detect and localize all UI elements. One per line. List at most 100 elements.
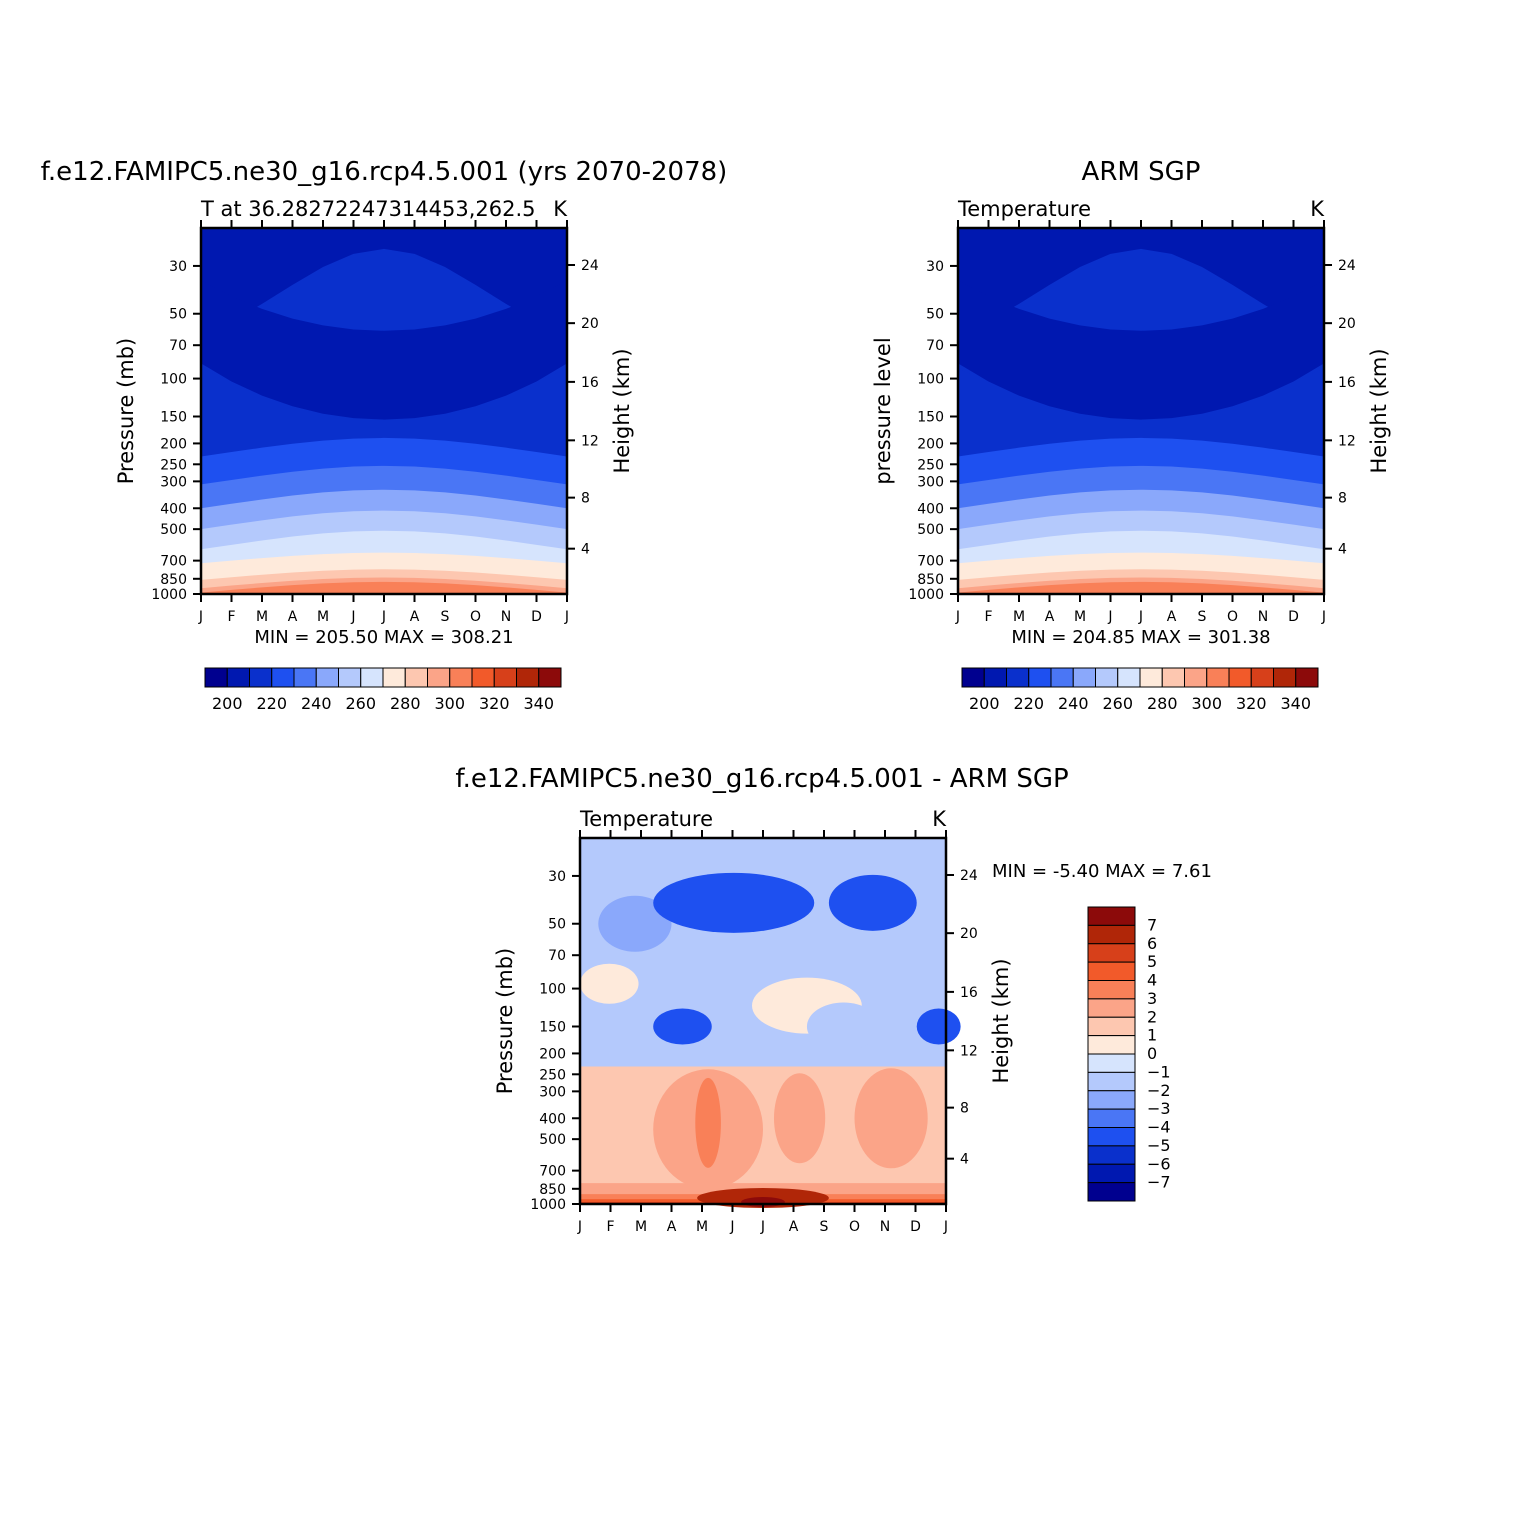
x-tick-label: A	[789, 1219, 799, 1235]
contour-patch	[598, 895, 672, 952]
colorbar-label: 320	[1236, 694, 1267, 713]
x-tick-label: M	[317, 609, 329, 625]
colorbar-label: −3	[1147, 1099, 1171, 1118]
colorbar-label: 200	[969, 694, 1000, 713]
panel-title: f.e12.FAMIPC5.ne30_g16.rcp4.5.001 - ARM …	[455, 764, 1068, 794]
contour-patch	[653, 1008, 712, 1045]
x-tick-label: J	[564, 609, 569, 625]
colorbar-swatch	[516, 667, 540, 688]
contour-patch	[916, 1008, 961, 1045]
y-tick-label: 250	[917, 457, 944, 473]
y-tick-right-label: 20	[581, 316, 599, 332]
y-tick-label: 50	[926, 307, 944, 323]
contour-band	[201, 280, 567, 420]
colorbar-swatch	[226, 667, 250, 688]
y-tick-right-label: 4	[581, 542, 590, 558]
stats-text: MIN = 205.50 MAX = 308.21	[254, 627, 513, 648]
y-tick-right-label: 8	[581, 491, 590, 507]
x-tick-label: J	[760, 1219, 765, 1235]
panel-2: f.e12.FAMIPC5.ne30_g16.rcp4.5.001 - ARM …	[455, 764, 1068, 1235]
y-tick-right-label: 20	[1338, 316, 1356, 332]
y-tick-label: 100	[539, 982, 566, 998]
x-tick-label: M	[696, 1219, 708, 1235]
colorbar-label: 320	[479, 694, 510, 713]
colorbar-label: 7	[1147, 915, 1157, 934]
x-tick-label: F	[984, 609, 992, 625]
panel-1: ARM SGP Temperature K J F M A M J J A S O N D J 30 50 70 10…	[871, 157, 1391, 625]
colorbar-swatch	[382, 667, 406, 688]
y-tick-label: 100	[917, 372, 944, 388]
colorbar-label: −7	[1147, 1173, 1171, 1192]
y-tick-label: 500	[539, 1132, 566, 1148]
y-tick-label: 70	[548, 948, 566, 964]
colorbar-label: 300	[1191, 694, 1222, 713]
colorbar-label: −5	[1147, 1136, 1171, 1155]
colorbar-swatch	[1087, 1071, 1136, 1092]
y-axis-title: Pressure (mb)	[114, 338, 138, 485]
colorbar-swatch	[1087, 1163, 1136, 1184]
y-axis-title: pressure level	[871, 337, 895, 484]
colorbar-swatch	[1139, 667, 1163, 688]
colorbar-swatch	[271, 667, 295, 688]
x-tick-label: D	[910, 1219, 921, 1235]
stats-text: MIN = 204.85 MAX = 301.38	[1011, 627, 1270, 648]
contour-band	[201, 228, 567, 339]
contour-band	[958, 581, 1324, 594]
colorbar-label: 280	[390, 694, 421, 713]
colorbar-swatch	[1295, 667, 1319, 688]
x-tick-label: A	[667, 1219, 677, 1235]
colorbar-swatch	[338, 667, 362, 688]
colorbar-label: 6	[1147, 934, 1157, 953]
colorbar-label: 1	[1147, 1026, 1157, 1045]
colorbar-label: 340	[523, 694, 554, 713]
colorbar-label: 260	[345, 694, 376, 713]
y-tick-label: 500	[160, 522, 187, 538]
colorbar-label: 340	[1280, 694, 1311, 713]
contour-band	[958, 280, 1324, 420]
contour-patch	[773, 1073, 826, 1164]
x-tick-label: J	[1321, 609, 1326, 625]
x-tick-label: J	[577, 1219, 582, 1235]
x-tick-label: N	[1258, 609, 1268, 625]
colorbar-swatch	[293, 667, 317, 688]
y-tick-label: 850	[539, 1182, 566, 1198]
y-tick-label: 400	[160, 501, 187, 517]
colorbar-swatch	[1087, 961, 1136, 981]
x-tick-label: A	[1045, 609, 1055, 625]
colorbar-swatch	[1087, 943, 1136, 963]
x-tick-label: M	[635, 1219, 647, 1235]
y-tick-label: 30	[169, 259, 187, 275]
colorbar-label: 0	[1147, 1044, 1157, 1063]
colorbar-swatch	[449, 667, 473, 688]
contour-patch	[580, 963, 639, 1004]
x-tick-label: M	[1074, 609, 1086, 625]
contour-patch	[653, 872, 815, 933]
y-tick-label: 150	[917, 410, 944, 426]
y-axis-right-title: Height (km)	[1367, 348, 1391, 473]
colorbar-swatch	[1087, 1127, 1136, 1147]
colorbar-swatch	[1228, 667, 1252, 688]
y-tick-label: 200	[539, 1046, 566, 1062]
colorbar-swatch	[1087, 1090, 1136, 1110]
x-tick-label: J	[381, 609, 386, 625]
y-tick-right-label: 20	[960, 926, 978, 942]
colorbar-label: 240	[1058, 694, 1089, 713]
y-tick-right-label: 4	[1338, 542, 1347, 558]
y-tick-label: 300	[539, 1084, 566, 1100]
y-tick-label: 850	[160, 572, 187, 588]
colorbar-label: 260	[1102, 694, 1133, 713]
colorbar-swatch	[427, 667, 451, 688]
y-tick-label: 50	[169, 307, 187, 323]
y-tick-label: 300	[917, 474, 944, 490]
y-tick-label: 400	[917, 501, 944, 517]
x-tick-label: O	[1227, 609, 1238, 625]
colorbar-label: 280	[1147, 694, 1178, 713]
panel-title: f.e12.FAMIPC5.ne30_g16.rcp4.5.001 (yrs 2…	[41, 157, 728, 187]
y-tick-label: 30	[926, 259, 944, 275]
colorbar-swatch	[1087, 1108, 1136, 1128]
colorbar-label: 220	[1013, 694, 1044, 713]
x-tick-label: A	[1167, 609, 1177, 625]
colorbar-label: 5	[1147, 952, 1157, 971]
colorbar-label: −6	[1147, 1154, 1171, 1173]
